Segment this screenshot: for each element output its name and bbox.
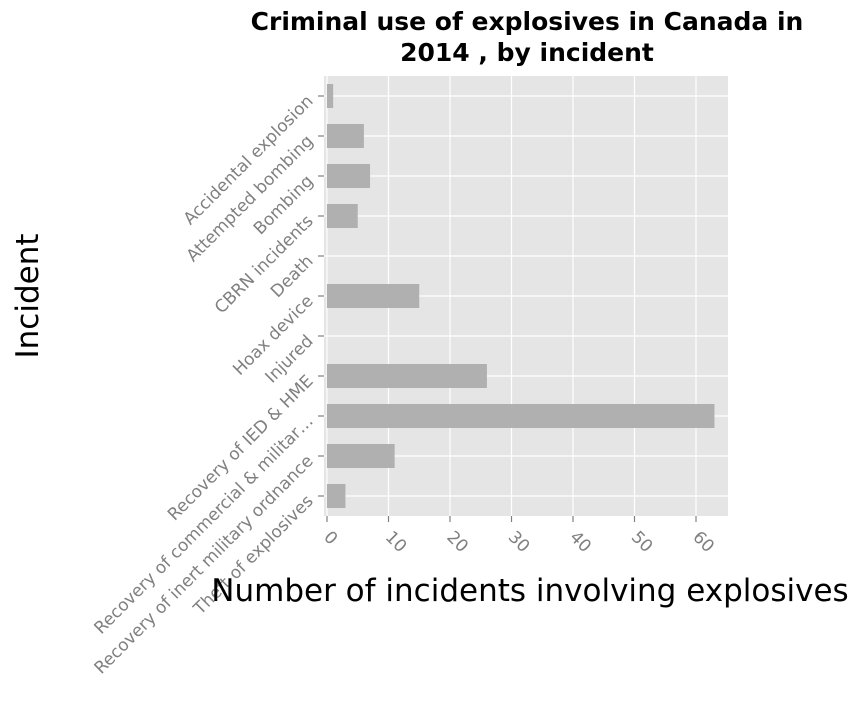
x-axis: 0 10 20 30 40 50 60 bbox=[319, 516, 718, 557]
bar bbox=[327, 164, 371, 188]
gridlines bbox=[324, 76, 728, 516]
bar bbox=[327, 204, 358, 228]
x-tick-label: 60 bbox=[688, 527, 717, 556]
bar bbox=[327, 84, 334, 108]
bar bbox=[327, 124, 364, 148]
x-axis-title: Number of incidents involving explosives bbox=[211, 573, 848, 609]
x-tick-label: 40 bbox=[565, 527, 594, 556]
bar bbox=[327, 484, 346, 508]
x-tick-label: 30 bbox=[504, 527, 533, 556]
bar bbox=[327, 404, 715, 428]
bar bbox=[327, 364, 487, 388]
x-tick-label: 10 bbox=[381, 527, 410, 556]
y-axis-title: Incident bbox=[10, 234, 46, 359]
x-tick-label: 20 bbox=[442, 527, 471, 556]
bar bbox=[327, 444, 395, 468]
x-tick-label: 0 bbox=[319, 527, 341, 549]
bar bbox=[327, 284, 420, 308]
x-tick-label: 50 bbox=[627, 527, 656, 556]
bars bbox=[327, 84, 715, 508]
chart-title-line-1: Criminal use of explosives in Canada in bbox=[251, 7, 804, 36]
chart-title-line-2: 2014 , by incident bbox=[400, 38, 654, 67]
